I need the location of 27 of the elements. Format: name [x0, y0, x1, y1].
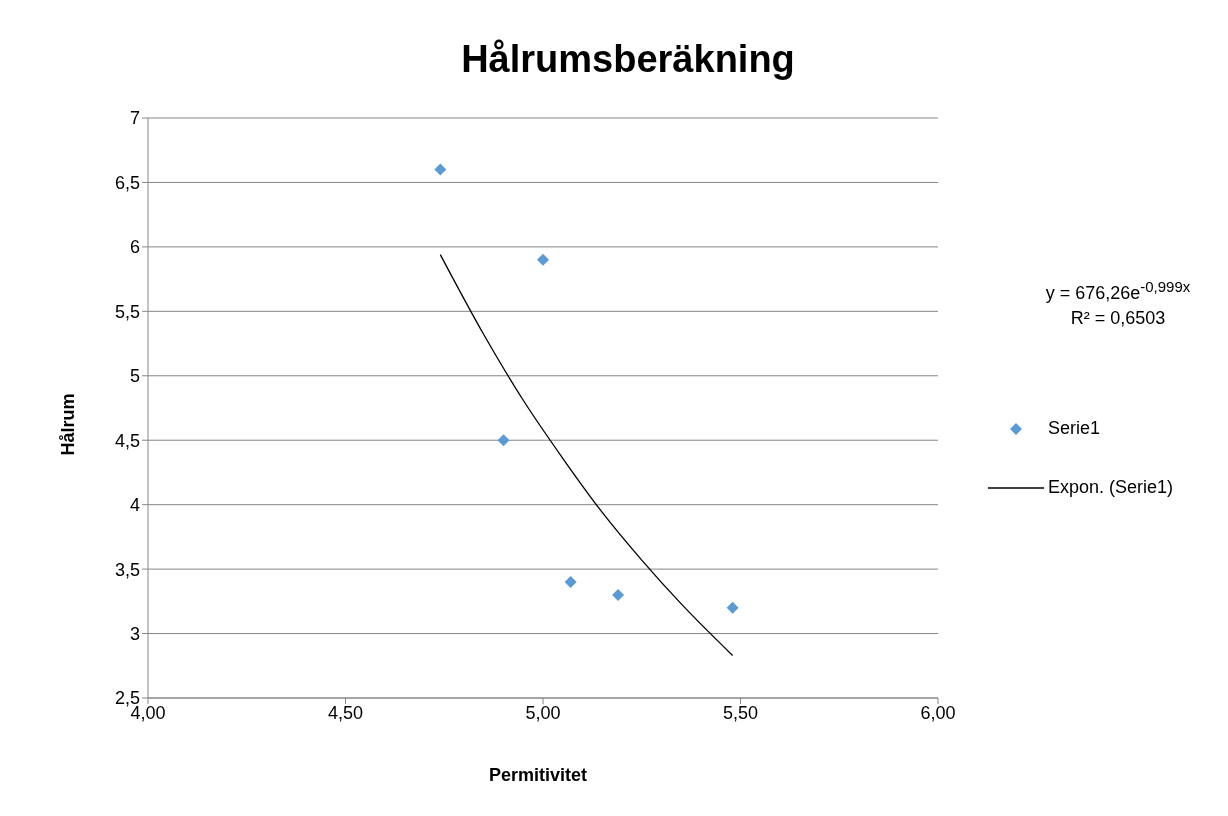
y-tick-label: 4,5 [114, 430, 140, 451]
legend-label: Expon. (Serie1) [1048, 477, 1174, 498]
y-tick-label: 5,5 [114, 301, 140, 322]
point [612, 588, 625, 601]
y-tick-label: 4 [129, 495, 140, 516]
chart-title: Hålrumsberäkning [460, 38, 796, 81]
y-tick-label: 6,5 [114, 172, 140, 193]
y-tick-label: 7 [129, 108, 140, 129]
y-tick-label: 3,5 [114, 559, 140, 580]
point [564, 576, 577, 588]
text: y = 676,26e$^{-0,999x}$ [1044, 278, 1192, 304]
x-axis-title: Permitivitet [487, 765, 588, 786]
text: R² = 0,6503 [1069, 308, 1167, 329]
x-tick-label: 5,50 [722, 702, 759, 723]
y-tick-label: 6 [129, 237, 140, 258]
x-tick-label: 6,00 [920, 702, 956, 723]
y-tick-label: 5 [129, 366, 140, 387]
y-axis-title: Hålrum [57, 392, 79, 458]
x-tick-label: 4,50 [327, 702, 364, 723]
point [726, 601, 739, 614]
legend-label: Serie1 [1048, 418, 1101, 439]
line-series [439, 253, 734, 657]
point [434, 163, 447, 176]
x-tick-label: 5,00 [525, 702, 561, 723]
point [497, 434, 510, 447]
y-tick-label: 3 [129, 623, 140, 644]
point [537, 253, 549, 266]
